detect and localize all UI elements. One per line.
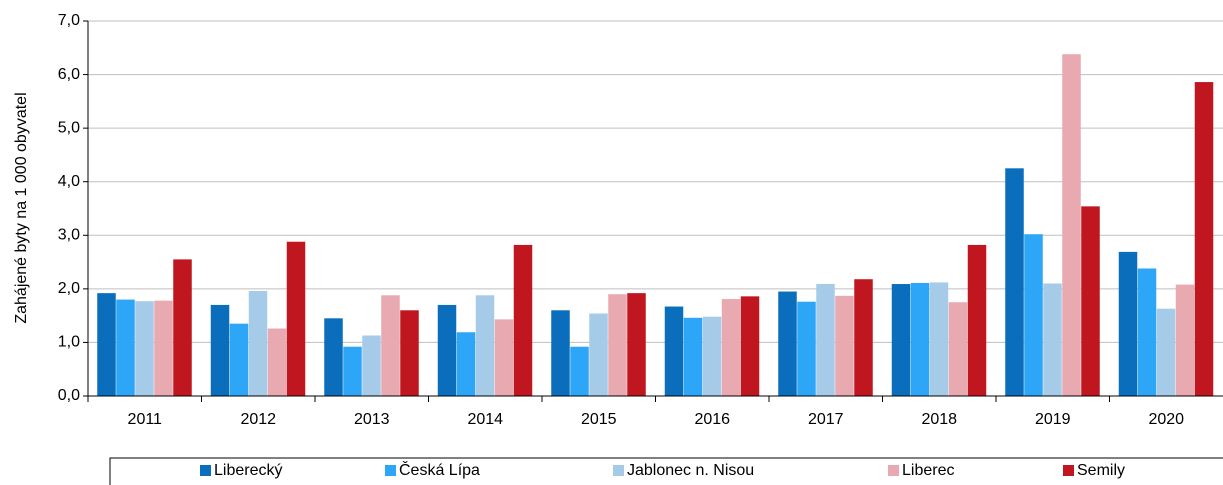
bar	[683, 317, 703, 396]
x-tick-label: 2018	[921, 411, 957, 428]
legend-box	[109, 457, 1223, 485]
bar	[437, 304, 457, 396]
y-tick-label: 4,0	[58, 173, 80, 190]
bar	[286, 241, 306, 396]
bar	[248, 291, 268, 396]
x-tick-label: 2012	[240, 411, 276, 428]
y-tick-label: 6,0	[58, 66, 80, 83]
bar	[324, 318, 343, 396]
bar	[948, 302, 968, 396]
bar	[475, 295, 495, 396]
bar	[608, 294, 627, 396]
x-tick-label: 2015	[581, 411, 617, 428]
bar	[456, 332, 476, 396]
x-tick-label: 2013	[354, 411, 390, 428]
y-tick-label: 1,0	[58, 334, 80, 351]
x-tick-label: 2020	[1148, 411, 1184, 428]
bar	[854, 279, 873, 396]
bar	[135, 301, 154, 396]
y-tick-label: 5,0	[58, 119, 80, 136]
y-tick-label: 7,0	[58, 12, 80, 29]
legend-label: Česká Lípa	[399, 460, 480, 479]
bar	[1137, 268, 1157, 396]
legend-swatch	[200, 465, 211, 476]
y-tick-label: 3,0	[58, 227, 80, 244]
bar	[1081, 206, 1100, 396]
bar	[910, 282, 930, 396]
bar	[1062, 54, 1081, 396]
bar	[97, 293, 116, 396]
legend-label: Liberecký	[214, 462, 282, 479]
bar	[1005, 168, 1024, 396]
bar	[1043, 283, 1062, 396]
y-tick-label: 0,0	[58, 387, 80, 404]
bar	[1118, 251, 1138, 396]
bar	[721, 299, 741, 396]
x-tick-label: 2017	[808, 411, 844, 428]
legend-swatch	[1063, 465, 1074, 476]
bar	[1156, 308, 1176, 396]
bar	[816, 284, 835, 396]
bar	[967, 244, 987, 396]
bar	[664, 306, 684, 396]
bar	[400, 310, 419, 396]
bar	[551, 310, 570, 396]
legend-label: Semily	[1077, 462, 1125, 479]
legend-label: Liberec	[902, 462, 954, 479]
bar	[494, 319, 514, 396]
x-tick-label: 2014	[467, 411, 503, 428]
bar	[267, 328, 287, 396]
bar	[173, 259, 192, 396]
x-tick-label: 2011	[128, 411, 163, 428]
bar	[740, 296, 760, 396]
bar	[797, 301, 816, 396]
bar	[891, 284, 911, 396]
x-tick-label: 2019	[1035, 411, 1071, 428]
y-axis-label: Zahájené byty na 1 000 obyvatel	[13, 92, 30, 323]
x-tick-label: 2016	[694, 411, 730, 428]
bar	[210, 304, 230, 396]
legend-label: Jablonec n. Nisou	[627, 462, 754, 479]
bar	[513, 244, 533, 396]
bar	[702, 316, 722, 396]
bar	[1194, 82, 1214, 397]
bar	[627, 293, 646, 396]
bar	[1024, 234, 1043, 396]
bar	[229, 323, 249, 396]
bar	[778, 291, 797, 396]
bar	[362, 335, 381, 396]
bar	[589, 313, 608, 396]
bar	[835, 295, 854, 396]
legend-swatch	[385, 465, 396, 476]
legend-swatch	[613, 465, 624, 476]
bar	[343, 346, 362, 396]
y-tick-label: 2,0	[58, 280, 80, 297]
bar	[116, 299, 135, 396]
bar	[929, 282, 949, 396]
bar	[154, 300, 173, 396]
bar	[570, 346, 589, 396]
bar	[381, 295, 400, 396]
legend-swatch	[888, 465, 899, 476]
bar	[1175, 284, 1195, 396]
